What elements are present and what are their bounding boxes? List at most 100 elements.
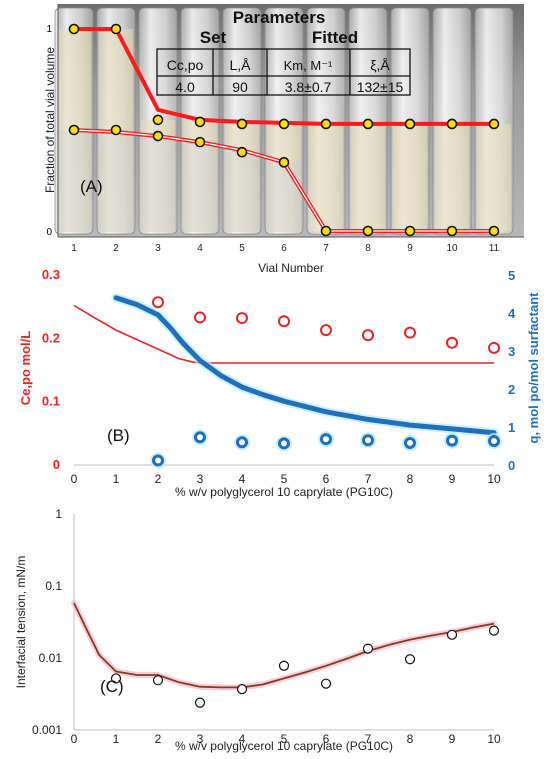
panel-c-point-7 (362, 643, 374, 654)
parameters-table-frame (156, 48, 411, 96)
panel-a-upper-boundary-point-6 (278, 118, 290, 130)
panel-b-q-point-7 (404, 436, 416, 449)
panel-b-x-axis-label: % w/v polyglycerol 10 caprylate (PG10C) (175, 485, 393, 499)
panel-b-x-ticks: 0 1 2 3 4 5 6 7 8 9 10 (71, 472, 501, 486)
panel-b-q-point-1 (152, 454, 164, 467)
parameters-table: Parameters Set Fitted Cc,po L,Å Km, M⁻¹ … (156, 8, 411, 96)
panel-a-upper-boundary-point-10 (446, 118, 458, 130)
param-header-ccpo: Cc,po (167, 57, 204, 73)
panel-b-ce-point-6 (362, 329, 374, 342)
panel-c-x-tick-4: 4 (239, 732, 246, 746)
panel-c: 0.001 0.01 0.1 1 0 1 2 3 4 5 6 7 8 9 10 Interfacial t… (14, 507, 501, 753)
panel-b-left-tick-1: 0.1 (42, 394, 60, 409)
panel-a-x-tick-4: 4 (197, 243, 203, 254)
panel-c-x-tick-8: 8 (407, 732, 414, 746)
vial-lower-phase-1 (57, 130, 91, 232)
panel-b-right-tick-0: 0 (508, 458, 515, 473)
parameters-group-set: Set (200, 28, 227, 47)
panel-b-right-axis-label: q, mol po/mol surfactant (526, 292, 541, 444)
panel-c-point-1 (110, 673, 122, 684)
panel-b-q-point-2 (194, 431, 206, 444)
panel-c-series (71, 600, 500, 708)
panel-a-upper-fit-line (74, 27, 494, 126)
panel-b-right-tick-4: 4 (508, 306, 516, 321)
panel-c-x-tick-1: 1 (113, 732, 120, 746)
panel-a-y-tick-1: 1 (46, 24, 52, 35)
panel-b-right-tick-3: 3 (508, 344, 515, 359)
panel-c-y-axis-label: Interfacial tension, mN/m (14, 556, 28, 689)
panel-b-right-tick-5: 5 (508, 268, 515, 283)
panel-c-y-tick-3: 1 (55, 507, 62, 521)
panel-a-y-axis-label: Fraction of total vial volume (43, 47, 57, 193)
vial-lower-phase-4 (183, 142, 217, 232)
panel-c-point-2 (152, 675, 164, 686)
panel-c-x-tick-0: 0 (71, 732, 78, 746)
panel-c-y-tick-0: 0.001 (32, 723, 62, 737)
panel-a-lower-boundary-point-9 (404, 225, 416, 237)
panel-b-x-tick-10: 10 (487, 472, 501, 486)
panel-c-point-8 (404, 654, 416, 665)
panel-b-x-tick-1: 1 (113, 472, 120, 486)
panel-c-point-4 (236, 683, 248, 695)
panel-b-ce-fit-line (73, 304, 494, 364)
panel-b-left-ticks: 0 0.1 0.2 0.3 (42, 267, 60, 472)
panel-c-point-3 (194, 697, 206, 708)
panel-c-y-tick-2: 0.1 (45, 579, 62, 593)
panel-b-x-tick-5: 5 (281, 472, 288, 486)
panel-c-point-9 (446, 629, 458, 640)
vial-lower-phase-6 (267, 162, 301, 232)
panel-a-x-tick-5: 5 (239, 243, 245, 254)
panel-b-label: (B) (107, 426, 130, 445)
panel-a-x-tick-2: 2 (113, 243, 119, 254)
panel-b-right-tick-1: 1 (508, 420, 515, 435)
vial-upper-phase-8 (351, 123, 385, 231)
vial-upper-phase-2 (99, 29, 133, 130)
vial-lower-phase-3 (141, 136, 175, 232)
panel-b-x-tick-3: 3 (197, 472, 204, 486)
panel-b-q-fit-glow (111, 293, 499, 438)
panel-b-x-tick-2: 2 (155, 472, 162, 486)
panel-c-x-tick-9: 9 (449, 732, 456, 746)
panel-b-ce-point-2 (194, 311, 206, 324)
parameters-group-fitted: Fitted (312, 28, 358, 47)
panel-a-lower-boundary-point-10 (446, 225, 458, 237)
param-header-xi: ξ,Å (370, 57, 390, 73)
panel-c-label: (C) (100, 677, 124, 696)
panel-c-x-tick-3: 3 (197, 732, 204, 746)
panel-a-x-tick-3: 3 (155, 243, 161, 254)
panel-b-left-tick-2: 0.2 (42, 330, 60, 345)
panel-a-lower-boundary-point-2 (110, 124, 122, 136)
panel-b-left-tick-0: 0 (53, 457, 60, 472)
panel-a-upper-boundary-point-1 (68, 23, 80, 35)
vial-upper-phase-9 (393, 123, 427, 231)
param-value-xi: 132±15 (357, 79, 404, 95)
panel-b-q-point-3 (236, 436, 248, 449)
panel-a-upper-boundary-point-5 (236, 118, 248, 130)
panel-b-x-tick-0: 0 (71, 472, 78, 486)
panel-a-lower-boundary-point-11 (488, 225, 500, 237)
panel-c-x-tick-5: 5 (281, 732, 288, 746)
panel-c-x-tick-6: 6 (323, 732, 330, 746)
panel-a-x-tick-8: 8 (365, 243, 371, 254)
panel-b-right-ticks: 0 1 2 3 4 5 (508, 268, 516, 473)
panel-a-upper-boundary-point-3 (152, 114, 164, 126)
param-value-l: 90 (232, 79, 248, 95)
param-header-l: L,Å (229, 57, 251, 73)
panel-b-q-fit-line (113, 295, 497, 436)
panel-b-x-tick-6: 6 (323, 472, 330, 486)
panel-c-point-10 (488, 625, 500, 636)
panel-a-upper-boundary-point-4 (194, 116, 206, 128)
param-header-km: Km, M⁻¹ (284, 58, 333, 73)
panel-c-x-tick-2: 2 (155, 732, 162, 746)
panel-b-left-axis-label: Ce,po mol/L (18, 331, 33, 405)
panel-c-x-axis-label: % w/v polyglycerol 10 caprylate (PG10C) (175, 739, 393, 753)
param-value-ccpo: 4.0 (175, 79, 195, 95)
panel-c-x-ticks: 0 1 2 3 4 5 6 7 8 9 10 (71, 732, 501, 746)
vial-upper-phase-1 (57, 29, 91, 130)
panel-a: 1 0 Fraction of total vial volume 1 2 3 4 5 6… (43, 4, 524, 275)
panel-b-ce-point-7 (404, 326, 416, 339)
panel-b-ce-point-3 (236, 312, 248, 325)
panel-a-x-tick-1: 1 (71, 243, 77, 254)
vial-upper-phase-4 (183, 121, 217, 143)
